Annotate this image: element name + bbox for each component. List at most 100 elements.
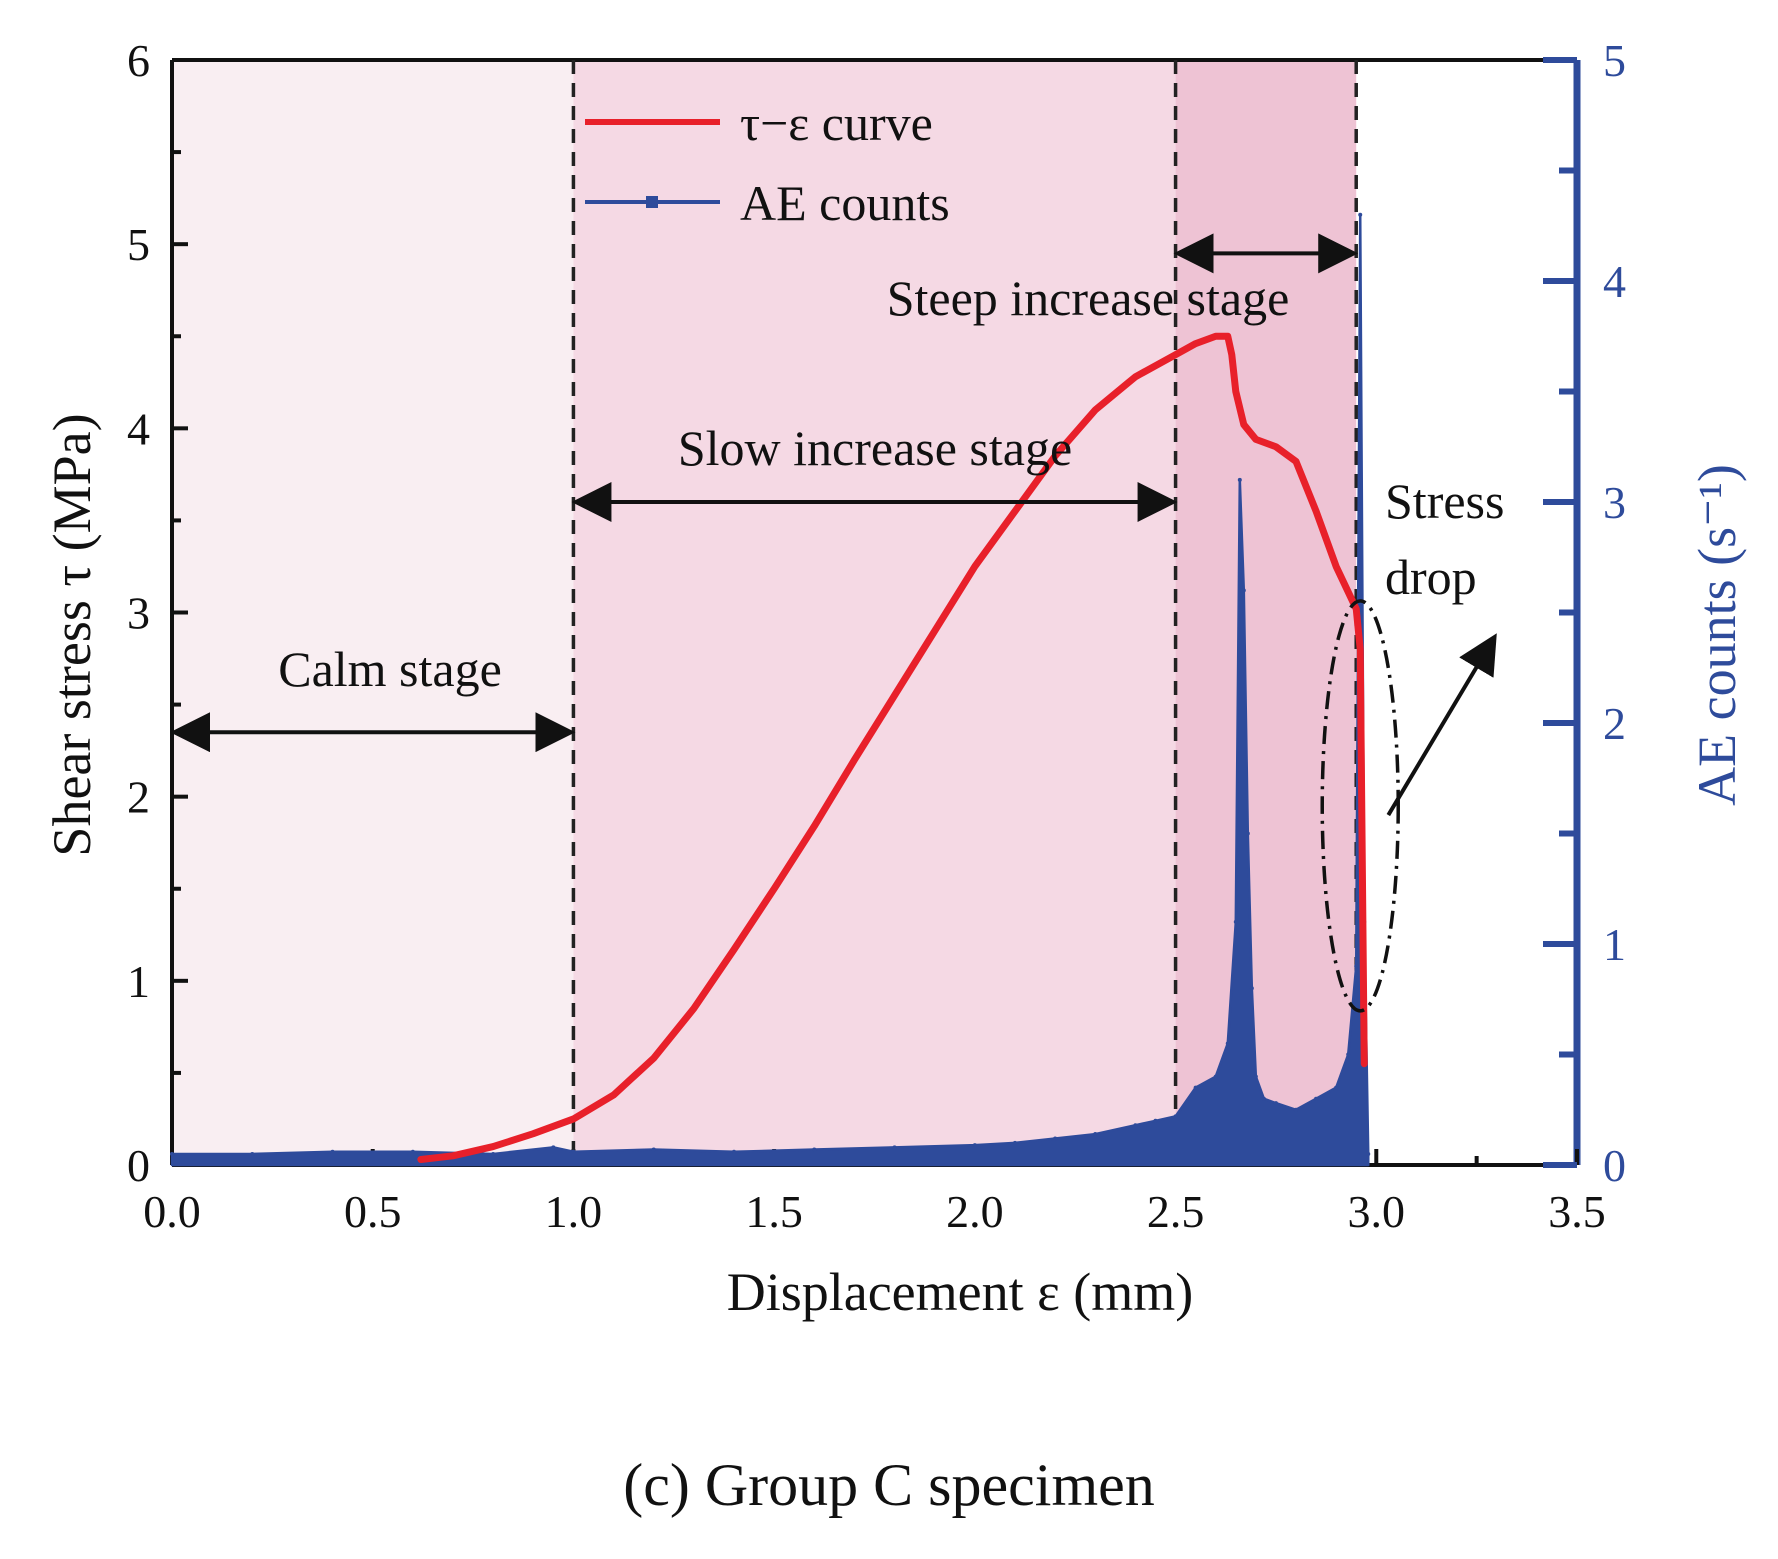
stress-point-24 [1234,390,1238,393]
series-stress-curve [417,332,1368,1163]
stress-point-3 [531,1132,535,1136]
stress-point-4 [571,1117,575,1121]
stress-point-1 [451,1154,455,1158]
stress-drop-ellipse [1320,599,1400,1013]
stress-point-25 [1242,423,1246,427]
ae-point-14 [1093,1132,1098,1137]
stress-point-27 [1274,445,1278,449]
stage-label-steep: Steep increase stage [887,270,1290,326]
x-tick-label-6: 3.0 [1348,1186,1406,1237]
x-tick-label-4: 2.0 [946,1186,1004,1237]
y-right-tick-label-1: 1 [1603,919,1626,970]
ae-point-20 [1225,1041,1230,1046]
series-layer [170,212,1371,1167]
stress-point-0 [419,1157,423,1161]
ae-point-1 [250,1151,255,1156]
stress-point-31 [1354,607,1358,611]
stress-drop-label-line2: drop [1385,549,1477,605]
x-tick-label-5: 2.5 [1147,1186,1205,1237]
stress-drop-label-line1: Stress [1385,473,1504,529]
legend-label-ae: AE counts [740,175,950,231]
y-left-tick-label-6: 6 [127,35,150,86]
ae-point-7 [651,1147,656,1152]
ae-point-32 [1346,1052,1351,1057]
ae-point-31 [1334,1085,1339,1090]
stress-point-19 [1174,353,1178,357]
stress-point-11 [852,758,856,762]
y-right-tick-label-3: 3 [1603,477,1626,528]
stage-band-1 [573,60,1176,1165]
ae-point-36 [1366,1151,1371,1156]
stress-point-32 [1358,647,1362,651]
stress-point-30 [1334,564,1338,568]
ae-point-15 [1133,1123,1138,1128]
ae-point-0 [170,1151,174,1156]
stress-point-9 [772,887,776,891]
ae-point-13 [1053,1136,1058,1141]
stress-point-33 [1362,1062,1366,1066]
y-axis-left-title: Shear stress τ (MPa) [42,413,102,856]
stage-label-slow: Slow increase stage [678,420,1072,476]
stress-point-16 [1053,454,1057,458]
stress-point-12 [893,693,897,697]
stress-point-13 [933,629,937,633]
stress-drop-arrow [1386,633,1497,817]
stress-point-8 [732,948,736,952]
ae-point-6 [571,1149,576,1154]
x-tick-label-0: 0.0 [143,1186,201,1237]
stress-point-29 [1314,509,1318,513]
y-right-tick-label-0: 0 [1603,1140,1626,1191]
annotations [170,233,1497,1013]
y-axis-right-title: AE counts (s⁻¹) [1687,464,1747,806]
stress-point-20 [1194,342,1198,346]
series-ae-counts [170,213,1370,1167]
stress-point-18 [1133,375,1137,379]
x-tick-label-3: 1.5 [745,1186,803,1237]
stage-label-calm: Calm stage [278,641,502,697]
y-left-tick-label-2: 2 [127,772,150,823]
ae-point-17 [1173,1114,1178,1119]
ae-point-24 [1245,831,1250,836]
stress-point-6 [652,1056,656,1060]
ae-point-9 [812,1147,817,1152]
ae-point-26 [1253,1074,1258,1079]
ae-point-21 [1233,919,1238,924]
ae-point-2 [330,1149,335,1154]
ae-point-5 [551,1145,556,1150]
y-left-tick-label-4: 4 [127,403,150,454]
stress-point-28 [1294,459,1298,463]
ae-point-3 [410,1149,415,1154]
ae-point-16 [1153,1118,1158,1123]
ae-point-12 [1013,1140,1017,1145]
stress-point-10 [812,824,816,828]
ae-point-11 [972,1143,977,1148]
stress-point-17 [1093,408,1097,412]
ae-point-19 [1213,1074,1218,1079]
y-right-tick-label-2: 2 [1603,698,1626,749]
y-left-tick-label-3: 3 [127,588,150,639]
stress-point-22 [1226,334,1230,338]
x-tick-label-1: 0.5 [344,1186,402,1237]
x-tick-label-7: 3.5 [1548,1186,1606,1237]
ae-point-23 [1241,588,1246,593]
x-tick-label-2: 1.0 [545,1186,603,1237]
stress-point-5 [612,1093,616,1097]
legend-marker-ae [646,196,658,208]
y-right-tick-label-5: 5 [1603,35,1626,86]
x-axis-title: Displacement ε (mm) [727,1262,1194,1322]
stress-point-14 [973,564,977,568]
ae-point-27 [1261,1096,1266,1101]
legend-label-stress: τ−ε curve [740,95,933,151]
ae-point-29 [1294,1107,1298,1112]
stage-bands [172,60,1357,1165]
figure-caption: (c) Group C specimen [623,1452,1155,1518]
ae-point-28 [1273,1101,1278,1106]
ae-point-33 [1354,964,1359,969]
ae-point-30 [1314,1096,1319,1101]
y-left-tick-label-5: 5 [127,219,150,270]
stress-point-15 [1013,509,1017,513]
ae-point-22 [1237,477,1242,482]
stress-point-23 [1230,353,1234,357]
